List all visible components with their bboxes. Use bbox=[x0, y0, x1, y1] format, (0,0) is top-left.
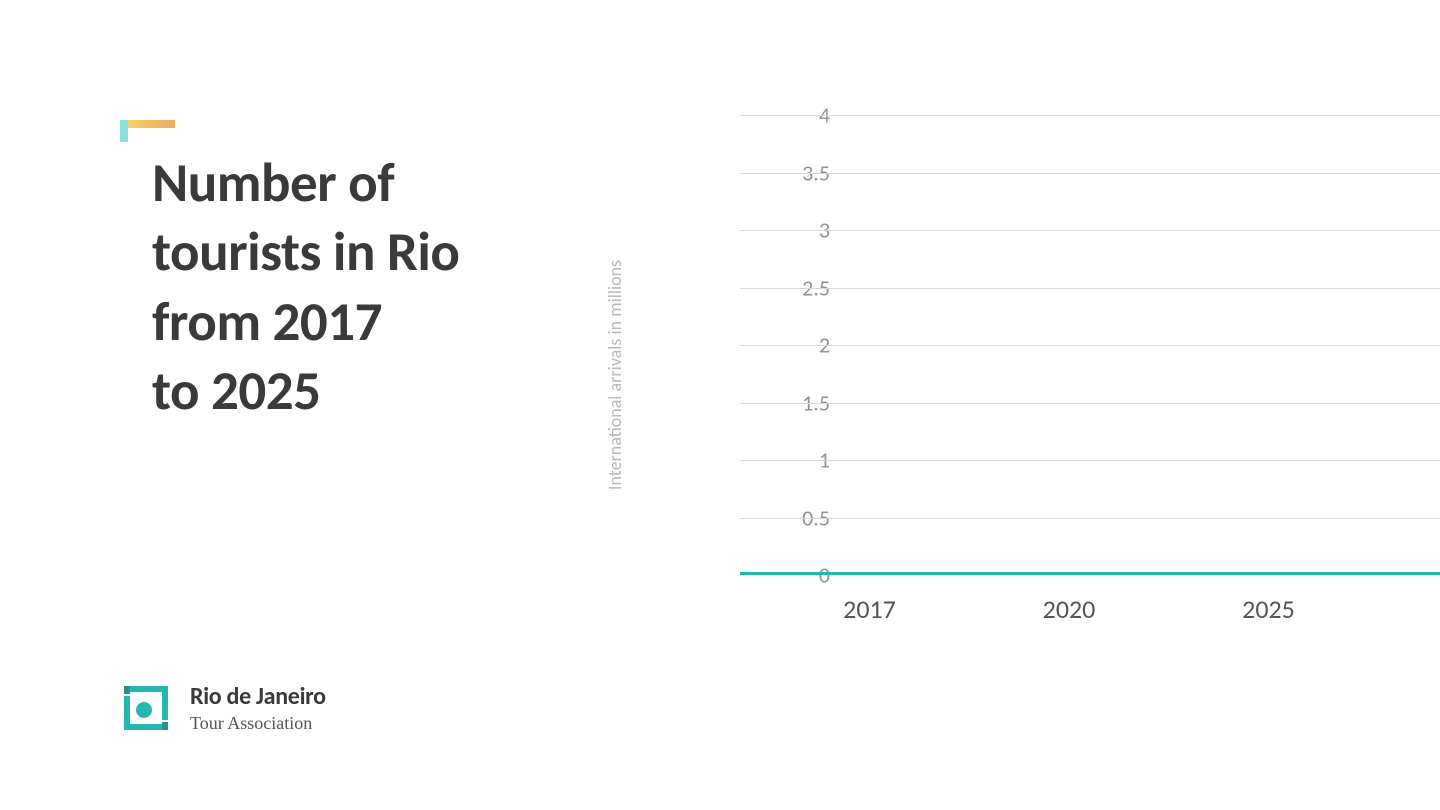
plot-area bbox=[740, 115, 1440, 575]
gridline bbox=[740, 288, 1440, 289]
y-axis-title: International arrivals in millions bbox=[604, 260, 626, 490]
x-tick-label: 2017 bbox=[843, 593, 896, 625]
logo-text: Rio de Janeiro Tour Association bbox=[190, 682, 326, 734]
tourists-chart: International arrivals in millions 00.51… bbox=[625, 115, 1440, 635]
x-tick-label: 2025 bbox=[1242, 593, 1295, 625]
x-tick-label: 2020 bbox=[1043, 593, 1096, 625]
gridline bbox=[740, 518, 1440, 519]
logo-name: Rio de Janeiro bbox=[190, 682, 326, 711]
chart-baseline bbox=[740, 572, 1440, 575]
gridline bbox=[740, 115, 1440, 116]
title-corner-accent bbox=[120, 120, 175, 142]
gridline bbox=[740, 173, 1440, 174]
page-title: Number oftourists in Riofrom 2017to 2025 bbox=[152, 148, 459, 425]
brand-logo: Rio de Janeiro Tour Association bbox=[120, 682, 326, 734]
logo-subtitle: Tour Association bbox=[190, 713, 326, 734]
gridline bbox=[740, 230, 1440, 231]
gridline bbox=[740, 345, 1440, 346]
gridline bbox=[740, 403, 1440, 404]
logo-icon bbox=[120, 682, 172, 734]
gridline bbox=[740, 460, 1440, 461]
